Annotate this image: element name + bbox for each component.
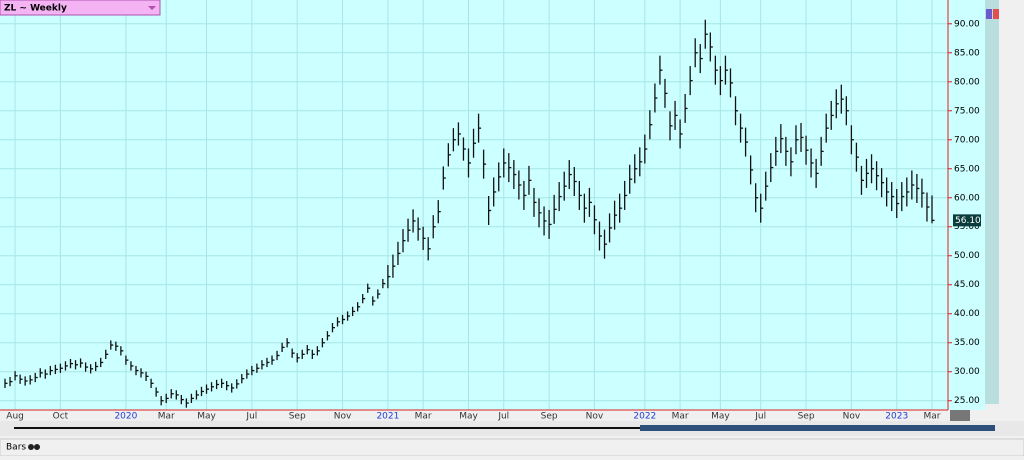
x-tick-label: May bbox=[711, 412, 730, 422]
symbol-box[interactable] bbox=[0, 0, 161, 16]
axis-area bbox=[948, 0, 985, 410]
plot-area bbox=[0, 0, 948, 410]
x-tick-label: 2022 bbox=[633, 412, 656, 422]
icon[interactable] bbox=[28, 444, 34, 450]
side-strip bbox=[985, 0, 999, 404]
x-tick-label: Sep bbox=[289, 412, 306, 422]
x-tick-label: Mar bbox=[924, 412, 941, 422]
last-value-box bbox=[953, 214, 981, 227]
last-value-label: 56.10 bbox=[955, 216, 981, 226]
y-tick-label: 70.00 bbox=[954, 135, 980, 145]
x-tick-label: May bbox=[197, 412, 216, 422]
x-tick-label: Sep bbox=[541, 412, 558, 422]
x-tick-label: Jul bbox=[754, 412, 766, 422]
y-tick-label: 90.00 bbox=[954, 19, 980, 29]
y-tick-label: 25.00 bbox=[954, 396, 980, 406]
y-tick-label: 80.00 bbox=[954, 77, 980, 87]
status-bar bbox=[0, 438, 1024, 457]
chart-title: ZL ~ Weekly bbox=[4, 4, 67, 14]
y-tick-label: 65.00 bbox=[954, 164, 980, 174]
s-button[interactable] bbox=[993, 9, 999, 19]
x-tick-label: 2020 bbox=[114, 412, 137, 422]
x-tick-label: Sep bbox=[798, 412, 815, 422]
x-tick-label: Jul bbox=[245, 412, 257, 422]
x-tick-label: Mar bbox=[158, 412, 175, 422]
dropdown-arrow[interactable] bbox=[148, 6, 156, 10]
y-tick-label: 75.00 bbox=[954, 106, 980, 116]
x-tick-label: Mar bbox=[672, 412, 689, 422]
b-button[interactable] bbox=[986, 9, 992, 19]
corner-box bbox=[950, 410, 970, 421]
y-tick-label: 45.00 bbox=[954, 280, 980, 290]
icon[interactable] bbox=[34, 444, 40, 450]
x-tick-label: Oct bbox=[53, 412, 69, 422]
y-tick-label: 60.00 bbox=[954, 193, 980, 203]
footer-label: Bars bbox=[6, 443, 26, 453]
y-tick-label: 55.00 bbox=[954, 222, 980, 232]
x-tick-label: Aug bbox=[6, 412, 24, 422]
x-tick-label: Nov bbox=[586, 412, 604, 422]
x-tick-label: May bbox=[459, 412, 478, 422]
x-tick-label: 2023 bbox=[885, 412, 908, 422]
x-tick-label: Nov bbox=[843, 412, 861, 422]
x-tick-label: Nov bbox=[334, 412, 352, 422]
y-tick-label: 35.00 bbox=[954, 338, 980, 348]
x-tick-label: Mar bbox=[415, 412, 432, 422]
y-tick-label: 85.00 bbox=[954, 48, 980, 58]
y-tick-label: 40.00 bbox=[954, 309, 980, 319]
x-tick-label: Jul bbox=[497, 412, 509, 422]
y-tick-label: 50.00 bbox=[954, 251, 980, 261]
x-tick-label: 2021 bbox=[376, 412, 399, 422]
scroll-thumb[interactable] bbox=[640, 425, 995, 431]
y-tick-label: 30.00 bbox=[954, 367, 980, 377]
